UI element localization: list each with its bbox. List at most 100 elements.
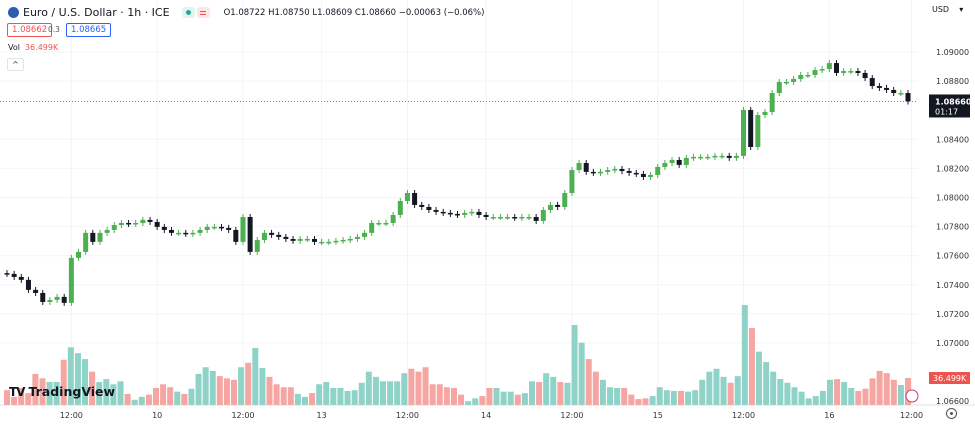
candle-body <box>783 81 789 84</box>
price-tick: 1.07000 <box>936 339 969 348</box>
volume-bar <box>82 359 89 405</box>
volume-bar <box>32 373 39 405</box>
candle-body <box>898 93 904 95</box>
time-tick: 13 <box>317 411 327 420</box>
volume-bar <box>699 379 706 405</box>
chevron-down-icon: ▾ <box>951 5 964 14</box>
candle-body <box>290 238 296 241</box>
volume-bar <box>323 382 330 405</box>
volume-bar <box>450 387 457 405</box>
time-tick: 12:00 <box>732 411 755 420</box>
candle-body <box>426 206 432 211</box>
volume-bar <box>536 382 543 405</box>
volume-bar <box>670 390 677 405</box>
candle-body <box>762 111 768 116</box>
candle-body <box>884 87 890 90</box>
volume-bar <box>557 382 564 405</box>
data-status-icon[interactable] <box>196 7 210 18</box>
candle-body <box>176 232 182 235</box>
volume-bar <box>181 393 188 405</box>
candle-body <box>505 216 511 219</box>
volume-bar <box>706 371 713 405</box>
volume-bar <box>862 388 869 405</box>
volume-bar <box>599 379 606 405</box>
candle-body <box>147 219 153 222</box>
candle-body <box>526 216 532 219</box>
candle-body <box>433 210 439 212</box>
candle-body <box>490 216 496 219</box>
candle-body <box>61 296 67 303</box>
symbol-title[interactable]: Euro / U.S. Dollar · 1h · ICE <box>23 6 170 19</box>
volume-bar <box>855 390 862 405</box>
volume-bar <box>635 399 642 405</box>
candle-body <box>712 155 718 158</box>
candle-body <box>126 222 132 225</box>
candle-body <box>512 216 518 219</box>
market-open-icon[interactable] <box>181 7 195 18</box>
volume-bar <box>365 371 372 405</box>
settings-gear-icon[interactable] <box>946 408 957 419</box>
candle-body <box>819 69 825 71</box>
volume-bar <box>231 379 238 405</box>
volume-bar <box>330 387 337 405</box>
time-tick: 15 <box>653 411 663 420</box>
candle-body <box>462 212 468 215</box>
volume-bar <box>734 376 741 405</box>
candle-body <box>476 211 482 215</box>
volume-bar <box>543 373 550 405</box>
volume-bar <box>621 387 628 405</box>
candle-body <box>276 234 282 237</box>
candle-body <box>254 239 260 252</box>
volume-bar <box>145 394 152 405</box>
volume-bar <box>663 390 670 405</box>
volume-bar <box>422 367 429 405</box>
buy-button[interactable]: 1.08665 <box>66 23 112 37</box>
time-tick: 12:00 <box>396 411 419 420</box>
volume-bar <box>266 376 273 405</box>
volume-bar <box>372 376 379 405</box>
candle-body <box>183 232 189 235</box>
volume-bar <box>756 351 763 405</box>
candle-body <box>340 239 346 242</box>
volume-bar <box>436 384 443 405</box>
candle-body <box>626 171 632 173</box>
tradingview-logo[interactable]: TV TradingView <box>9 384 115 399</box>
candle-body <box>640 173 646 177</box>
price-tick: 1.08200 <box>936 164 969 173</box>
volume-bar <box>259 367 266 405</box>
candle-body <box>655 166 661 175</box>
candle-body <box>855 71 861 73</box>
volume-bar <box>223 378 230 405</box>
candle-body <box>326 241 332 244</box>
volume-bar <box>110 384 117 405</box>
volume-bar <box>614 387 621 405</box>
candle-body <box>319 241 325 244</box>
candle-body <box>447 212 453 215</box>
candle-body <box>848 71 854 73</box>
volume-bar <box>770 371 777 405</box>
volume-bar <box>500 391 507 405</box>
volume-bar <box>351 390 358 405</box>
price-tick: 1.09000 <box>936 48 969 57</box>
time-tick: 10 <box>152 411 162 420</box>
candle-body <box>569 170 575 193</box>
volume-bar <box>344 390 351 405</box>
volume-bar <box>472 398 479 405</box>
sell-button[interactable]: 1.08662 <box>7 23 53 37</box>
volume-bar <box>160 384 167 405</box>
candle-body <box>90 232 96 242</box>
volume-bar <box>486 387 493 405</box>
candle-body <box>362 232 368 237</box>
volume-bar <box>11 396 18 405</box>
price-tick: 1.07600 <box>936 252 969 261</box>
candle-body <box>297 238 303 241</box>
candle-body <box>469 211 475 214</box>
collapse-legend-button[interactable]: ^ <box>7 58 24 71</box>
bar-countdown: 01:17 <box>935 107 958 116</box>
time-tick: 12:00 <box>60 411 83 420</box>
currency-select[interactable]: USD ▾ <box>932 5 963 14</box>
candle-body <box>576 163 582 171</box>
candle-body <box>791 78 797 82</box>
candle-body <box>397 200 403 215</box>
